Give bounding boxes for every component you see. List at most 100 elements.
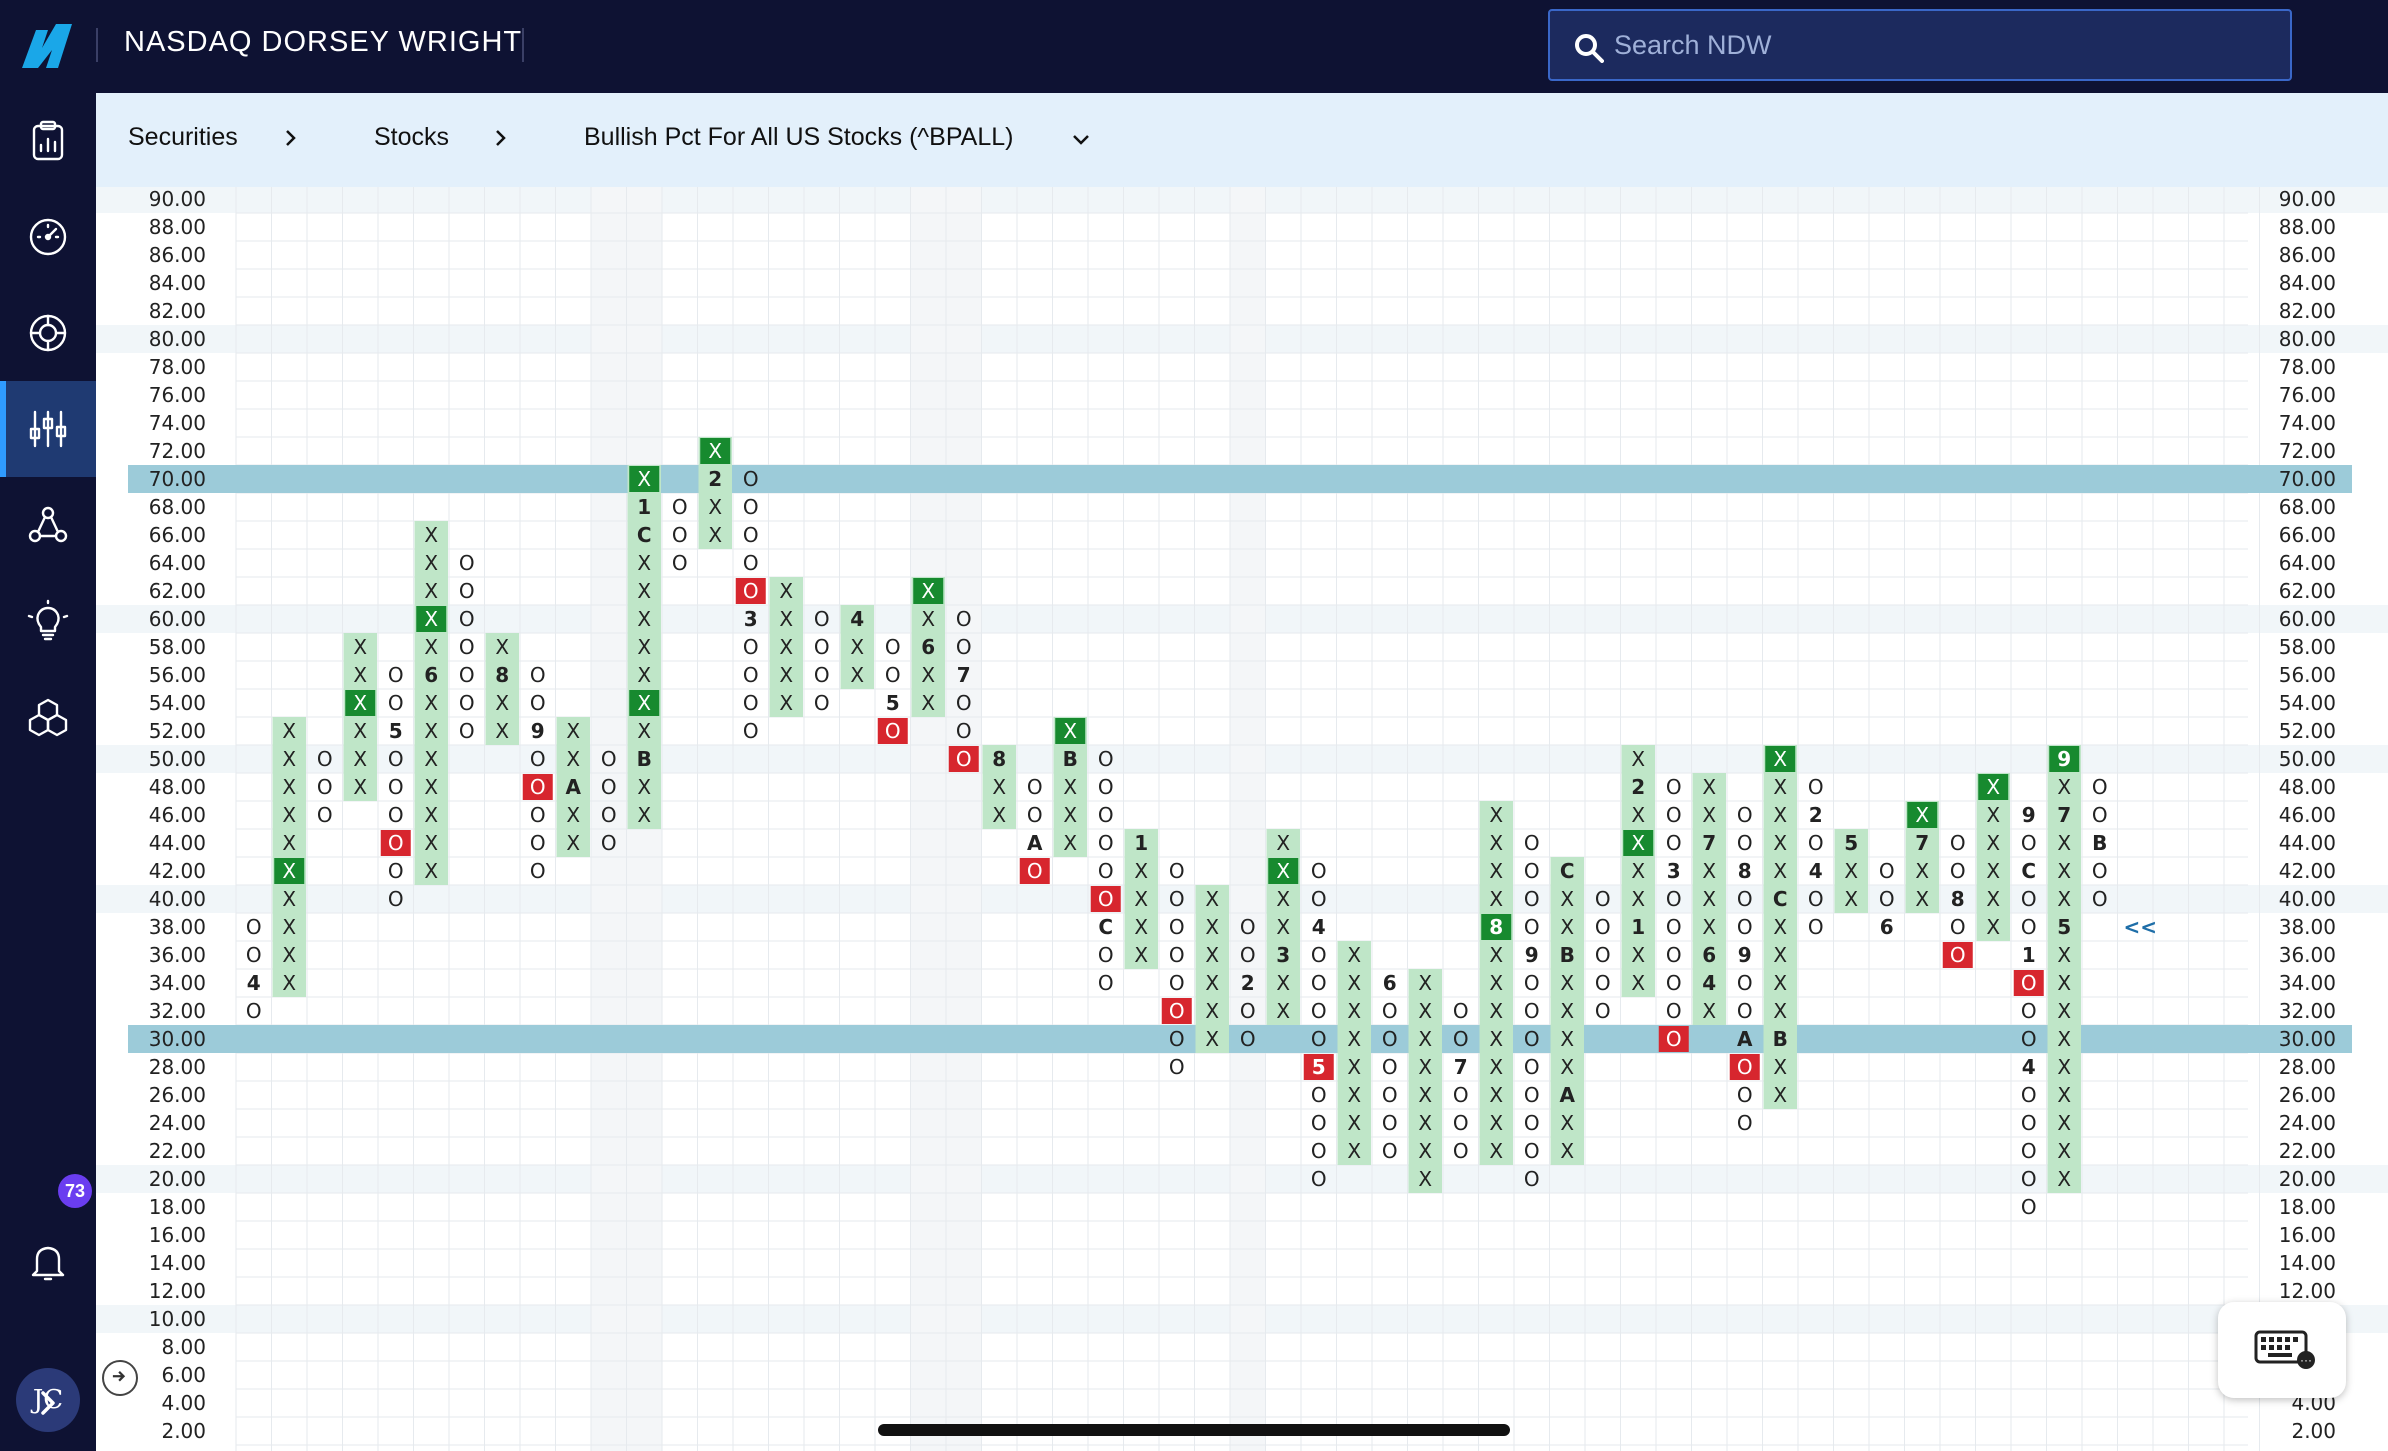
o-box: O (2021, 971, 2037, 995)
x-box: X (1631, 831, 1645, 855)
collapse-panel-button[interactable] (102, 1360, 138, 1396)
sidebar-item-ideas[interactable] (0, 573, 96, 669)
o-box: O (1524, 1083, 1540, 1107)
o-signal-box (735, 578, 766, 604)
x-box: X (1986, 775, 2000, 799)
ndw-logo-icon[interactable] (18, 18, 76, 74)
x-box: X (353, 775, 367, 799)
y-axis-label-right: 24.00 (2279, 1111, 2336, 1135)
o-box: O (388, 663, 404, 687)
search-input[interactable] (1614, 25, 2274, 65)
brand-title: NASDAQ DORSEY WRIGHT (124, 26, 523, 58)
sidebar-item-reports[interactable] (0, 93, 96, 189)
y-axis-label-left: 32.00 (149, 999, 206, 1023)
y-axis-label-right: 64.00 (2279, 551, 2336, 575)
x-box: 4 (850, 607, 864, 631)
sidebar-item-models[interactable] (0, 669, 96, 765)
breadcrumb-stocks[interactable]: Stocks (374, 123, 450, 151)
x-box: X (850, 663, 864, 687)
o-box: O (2092, 803, 2108, 827)
o-box: 2 (1809, 803, 1823, 827)
y-axis-label-left: 80.00 (149, 327, 206, 351)
y-axis-label-right: 14.00 (2279, 1251, 2336, 1275)
x-box: X (1631, 887, 1645, 911)
x-box: X (1560, 1111, 1574, 1135)
o-box: O (814, 691, 830, 715)
notifications-button[interactable] (0, 1213, 96, 1309)
o-box: O (530, 831, 546, 855)
o-box: O (885, 719, 901, 743)
y-axis-label-left: 2.00 (161, 1419, 206, 1443)
x-box: X (424, 747, 438, 771)
keyboard-shortcuts-button[interactable]: ··· (2218, 1302, 2346, 1398)
o-box: O (885, 635, 901, 659)
o-box: O (530, 803, 546, 827)
o-box: O (1595, 887, 1611, 911)
o-box: O (1311, 1111, 1327, 1135)
x-box: X (921, 691, 935, 715)
x-box: X (1560, 1139, 1574, 1163)
x-box: X (1347, 971, 1361, 995)
o-box: O (530, 691, 546, 715)
x-box: X (1489, 1083, 1503, 1107)
x-column-fill (1550, 857, 1584, 1165)
x-box: X (424, 607, 438, 631)
x-box: X (424, 831, 438, 855)
x-box: X (1631, 971, 1645, 995)
x-box: X (1063, 803, 1077, 827)
x-box: X (1773, 747, 1787, 771)
o-signal-box (522, 774, 553, 800)
y-axis-label-right: 86.00 (2279, 243, 2336, 267)
x-box: X (424, 691, 438, 715)
sidebar-item-target[interactable] (0, 285, 96, 381)
breadcrumb-current-security[interactable]: Bullish Pct For All US Stocks (^BPALL) (584, 123, 1014, 151)
o-box: O (1808, 831, 1824, 855)
x-box: X (1347, 1139, 1361, 1163)
y-axis-label-right: 62.00 (2279, 579, 2336, 603)
x-box: A (566, 775, 582, 799)
o-box: O (814, 635, 830, 659)
o-box: O (1524, 1055, 1540, 1079)
o-signal-box (1658, 1026, 1689, 1052)
o-box: O (1169, 943, 1185, 967)
o-box: O (885, 663, 901, 687)
o-box: O (388, 831, 404, 855)
o-box: O (2021, 1083, 2037, 1107)
x-box: X (2057, 1027, 2071, 1051)
x-box: X (1418, 971, 1432, 995)
o-box: O (388, 747, 404, 771)
x-box: X (2057, 999, 2071, 1023)
sidebar-item-dashboard[interactable] (0, 189, 96, 285)
x-box: X (1773, 803, 1787, 827)
y-axis-label-left: 16.00 (149, 1223, 206, 1247)
breadcrumb: Securities Stocks Bullish Pct For All US… (96, 93, 2388, 187)
o-box: O (317, 803, 333, 827)
o-signal-box (1303, 1054, 1334, 1080)
sidebar-item-charting[interactable] (0, 381, 96, 477)
sidebar-item-network[interactable] (0, 477, 96, 573)
y-axis-label-right: 30.00 (2279, 1027, 2336, 1051)
x-signal-box (1765, 746, 1796, 772)
x-box: 7 (1915, 831, 1929, 855)
sidebar-expand-button[interactable] (0, 1355, 96, 1451)
search-box[interactable] (1548, 9, 2292, 81)
x-column-fill (769, 577, 803, 717)
o-box: O (1240, 915, 1256, 939)
o-box: O (1666, 803, 1682, 827)
breadcrumb-securities[interactable]: Securities (128, 123, 238, 151)
y-axis-label-right: 68.00 (2279, 495, 2336, 519)
o-signal-box (1090, 886, 1121, 912)
x-box: C (1560, 859, 1575, 883)
x-signal-box (1481, 914, 1512, 940)
y-axis-label-left: 84.00 (149, 271, 206, 295)
o-box: O (1453, 1083, 1469, 1107)
o-box: O (1737, 803, 1753, 827)
chevron-down-icon[interactable] (1070, 127, 1092, 153)
o-box: O (1737, 887, 1753, 911)
x-column-fill (982, 745, 1016, 829)
brand-separator-right (522, 28, 524, 62)
brand-separator-left (96, 28, 98, 62)
o-box: O (743, 719, 759, 743)
y-axis-label-left: 56.00 (149, 663, 206, 687)
x-box: X (1702, 915, 1716, 939)
